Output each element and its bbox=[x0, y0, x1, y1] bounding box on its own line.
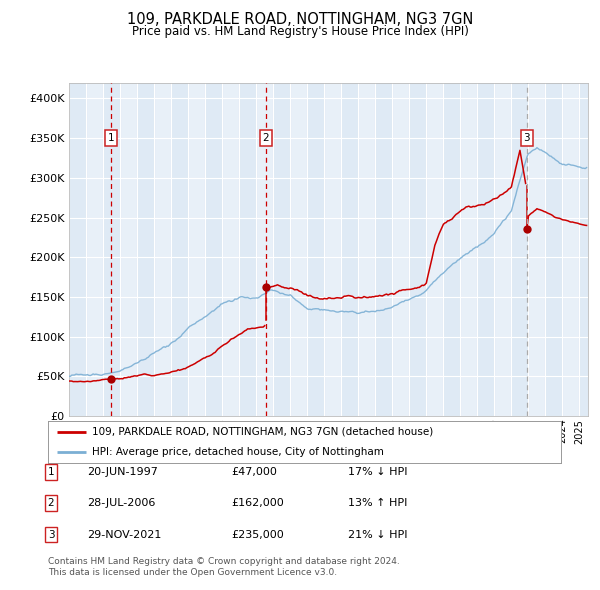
Text: 3: 3 bbox=[47, 530, 55, 539]
Text: 109, PARKDALE ROAD, NOTTINGHAM, NG3 7GN (detached house): 109, PARKDALE ROAD, NOTTINGHAM, NG3 7GN … bbox=[92, 427, 433, 437]
Bar bbox=[103, 83, 120, 416]
Bar bbox=[137, 83, 154, 416]
Bar bbox=[375, 83, 392, 416]
Text: £47,000: £47,000 bbox=[231, 467, 277, 477]
Bar bbox=[545, 83, 562, 416]
Bar bbox=[409, 83, 427, 416]
Text: 109, PARKDALE ROAD, NOTTINGHAM, NG3 7GN: 109, PARKDALE ROAD, NOTTINGHAM, NG3 7GN bbox=[127, 12, 473, 27]
Text: Price paid vs. HM Land Registry's House Price Index (HPI): Price paid vs. HM Land Registry's House … bbox=[131, 25, 469, 38]
Bar bbox=[443, 83, 460, 416]
Text: £162,000: £162,000 bbox=[231, 499, 284, 508]
Text: 21% ↓ HPI: 21% ↓ HPI bbox=[348, 530, 407, 539]
Text: £235,000: £235,000 bbox=[231, 530, 284, 539]
Text: HPI: Average price, detached house, City of Nottingham: HPI: Average price, detached house, City… bbox=[92, 447, 383, 457]
Bar bbox=[511, 83, 529, 416]
Bar bbox=[341, 83, 358, 416]
Text: Contains HM Land Registry data © Crown copyright and database right 2024.: Contains HM Land Registry data © Crown c… bbox=[48, 558, 400, 566]
Bar bbox=[478, 83, 494, 416]
Text: 17% ↓ HPI: 17% ↓ HPI bbox=[348, 467, 407, 477]
Bar bbox=[205, 83, 222, 416]
Bar bbox=[307, 83, 324, 416]
Text: 3: 3 bbox=[524, 133, 530, 143]
Text: 2: 2 bbox=[263, 133, 269, 143]
Text: 2: 2 bbox=[47, 499, 55, 508]
Text: 29-NOV-2021: 29-NOV-2021 bbox=[87, 530, 161, 539]
Text: This data is licensed under the Open Government Licence v3.0.: This data is licensed under the Open Gov… bbox=[48, 568, 337, 577]
Bar bbox=[580, 83, 588, 416]
Bar bbox=[69, 83, 86, 416]
Text: 13% ↑ HPI: 13% ↑ HPI bbox=[348, 499, 407, 508]
Text: 28-JUL-2006: 28-JUL-2006 bbox=[87, 499, 155, 508]
Text: 1: 1 bbox=[47, 467, 55, 477]
Bar bbox=[171, 83, 188, 416]
Bar bbox=[239, 83, 256, 416]
Bar bbox=[273, 83, 290, 416]
Text: 1: 1 bbox=[108, 133, 115, 143]
Text: 20-JUN-1997: 20-JUN-1997 bbox=[87, 467, 158, 477]
